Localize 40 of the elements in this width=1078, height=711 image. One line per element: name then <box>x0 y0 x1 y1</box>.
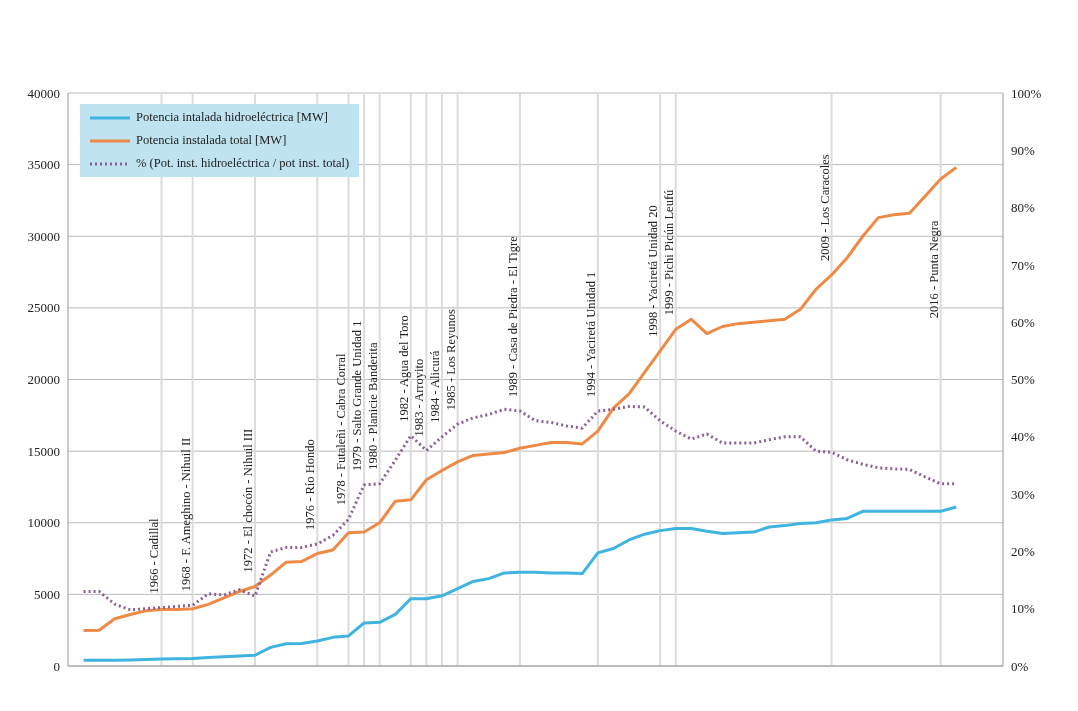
ref-line-label: 1966 - Cadillal <box>147 518 162 594</box>
ref-line-label: 2016 - Punta Negra <box>926 220 941 319</box>
ref-line-label: 1989 - Casa de Piedra - El Tigre <box>505 235 520 398</box>
y-tick-label: 35000 <box>27 157 60 173</box>
y2-tick-label: 50% <box>1011 372 1035 388</box>
y-tick-label: 20000 <box>27 372 60 388</box>
y2-tick-label: 40% <box>1011 429 1035 445</box>
ref-line-label: 1972 - El chocón - Nihuil III <box>241 428 255 573</box>
y2-tick-label: 90% <box>1011 142 1035 158</box>
ref-line-label: 1976 - Río Hondo <box>303 439 318 530</box>
legend-label: Potencia instalada total [MW] <box>136 133 287 148</box>
ref-line-label: 1980 - Planicie Banderita <box>365 341 380 470</box>
y-tick-label: 25000 <box>27 300 60 316</box>
y2-tick-label: 80% <box>1011 200 1035 216</box>
y2-tick-label: 10% <box>1011 601 1035 617</box>
ref-line-label: 1982 - Agua del Toro <box>396 315 411 422</box>
ref-line-label: 2009 - Los Caracoles <box>817 154 832 261</box>
y-tick-label: 30000 <box>27 228 60 244</box>
ref-line-label: 1979 - Salto Grande Unidad 1 <box>350 320 365 471</box>
ref-line-label: 1984 - Alicurá <box>428 350 442 423</box>
y-tick-label: 5000 <box>34 586 60 602</box>
ref-line-label: 1968 - F. Ameghino - Nihuil II <box>178 437 193 592</box>
y-tick-label: 15000 <box>27 443 60 459</box>
y2-tick-label: 20% <box>1011 544 1035 560</box>
y-tick-label: 10000 <box>27 515 60 531</box>
y2-tick-label: 60% <box>1011 314 1035 330</box>
y-tick-label: 0 <box>53 658 60 674</box>
legend-label: % (Pot. inst. hidroeléctrica / pot inst. total) <box>136 156 350 171</box>
ref-line-label: 1998 - Yaciretá Unidad 20 <box>646 205 661 337</box>
ref-line-label: 1983 - Arroyito <box>412 358 427 437</box>
ref-line-label: 1978 - Futaleñi - Cabra Corral <box>334 353 349 506</box>
y2-tick-label: 70% <box>1011 257 1035 273</box>
y-tick-label: 40000 <box>27 85 60 101</box>
legend-label: Potencia intalada hidroeléctrica [MW] <box>136 110 328 125</box>
ref-line-label: 1999 - Pichi Picún Leufú <box>661 188 676 316</box>
y2-tick-label: 30% <box>1011 486 1035 502</box>
y2-tick-label: 100% <box>1011 85 1042 101</box>
ref-line-label: 1985 - Los Reyunos <box>443 309 458 411</box>
ref-line-label: 1994 - Yaciretá Unidad 1 <box>583 271 598 398</box>
y2-tick-label: 0% <box>1011 658 1029 674</box>
